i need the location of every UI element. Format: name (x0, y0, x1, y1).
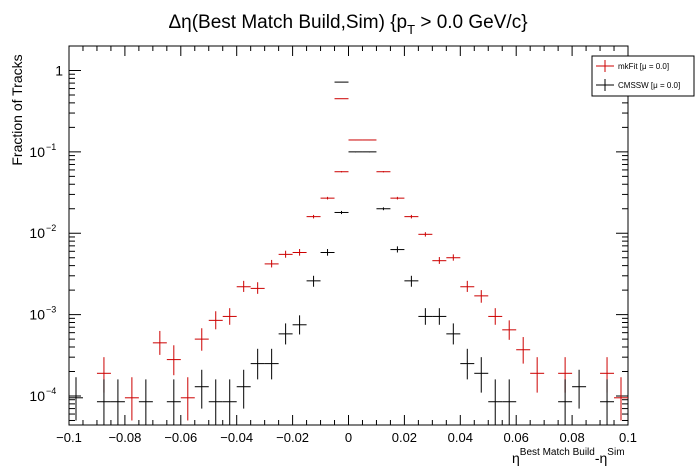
data-point (362, 151, 377, 153)
data-point (194, 369, 209, 409)
y-tick-exponent: −3 (46, 305, 56, 315)
data-point (236, 280, 251, 292)
data-point (460, 280, 475, 292)
data-point (236, 369, 251, 409)
y-tick-label: 10 (29, 144, 45, 160)
x-tick-label: −0.04 (220, 430, 253, 445)
data-point (446, 323, 461, 345)
data-point (516, 337, 531, 364)
legend-marker-cmssw (596, 79, 614, 91)
data-point (418, 232, 433, 237)
data-point (152, 330, 167, 355)
data-point (614, 377, 628, 421)
data-marks (69, 81, 628, 425)
data-point (404, 275, 419, 287)
data-point (530, 357, 545, 393)
data-point (446, 254, 461, 261)
x-tick-labels: −0.1 −0.08 −0.06 −0.04 −0.02 0 0.02 0.04 0.06 0.0… (56, 430, 637, 445)
y-tick-exponent: −4 (46, 386, 56, 396)
data-point (376, 171, 391, 173)
data-point (208, 379, 223, 425)
y-tick-exponent: −2 (46, 223, 56, 233)
data-point (376, 207, 391, 211)
data-point (600, 379, 615, 425)
data-point (124, 377, 139, 421)
x-tick-label: 0 (345, 430, 352, 445)
data-point (488, 379, 503, 425)
legend-label-cmssw: CMSSW [μ = 0.0] (618, 81, 680, 90)
data-point (278, 323, 293, 345)
data-point (460, 348, 475, 380)
data-point (250, 282, 265, 294)
data-point (166, 379, 181, 425)
x-tick-label: −0.1 (56, 430, 82, 445)
data-point (474, 290, 489, 303)
x-tick-label: −0.08 (108, 430, 141, 445)
x-tick-label: 0.02 (392, 430, 417, 445)
data-point (208, 311, 223, 330)
series-mkfit (96, 98, 628, 421)
data-point (502, 379, 517, 425)
data-point (348, 151, 363, 153)
legend: mkFit [μ = 0.0] CMSSW [μ = 0.0] (591, 55, 695, 97)
y-tick-label: 10 (29, 388, 45, 404)
data-point (362, 139, 377, 141)
data-point (138, 379, 153, 425)
data-point (306, 214, 321, 219)
data-point (278, 250, 293, 258)
data-point (194, 328, 209, 351)
data-point (250, 348, 265, 380)
legend-label-mkfit: mkFit [μ = 0.0] (618, 62, 669, 71)
data-point (264, 348, 279, 380)
data-point (404, 214, 419, 219)
data-point (292, 249, 307, 256)
x-tick-label: 0.08 (559, 430, 584, 445)
data-point (264, 259, 279, 268)
data-point (334, 171, 349, 173)
data-point (69, 377, 83, 421)
x-tick-label: 0.06 (504, 430, 529, 445)
data-point (488, 308, 503, 325)
data-point (390, 246, 405, 253)
y-tick-label: 1 (55, 62, 63, 78)
chart-title: Δη(Best Match Build,Sim) {pT > 0.0 GeV/c… (168, 12, 527, 37)
data-point (180, 377, 195, 421)
data-point (418, 308, 433, 325)
data-point (222, 308, 237, 325)
x-tick-label: 0.1 (619, 430, 637, 445)
y-tick-labels: 10 −410 −310 −210 −11 (29, 62, 63, 403)
legend-marker-mkfit (596, 60, 614, 72)
axis-ticks (68, 45, 629, 425)
data-point (334, 210, 349, 215)
x-tick-label: 0.04 (448, 430, 473, 445)
x-tick-label: −0.02 (276, 430, 309, 445)
y-axis-label: Fraction of Tracks (9, 54, 25, 165)
y-tick-exponent: −1 (46, 142, 56, 152)
data-point (572, 369, 587, 409)
data-point (320, 249, 335, 256)
data-point (110, 379, 125, 425)
plot-frame (68, 45, 629, 426)
data-point (474, 357, 489, 393)
data-point (292, 315, 307, 335)
data-point (502, 320, 517, 340)
y-tick-label: 10 (29, 307, 45, 323)
data-point (306, 275, 321, 287)
legend-box (591, 55, 695, 97)
data-point (320, 196, 335, 200)
data-point (348, 139, 363, 141)
y-tick-label: 10 (29, 225, 45, 241)
data-point (390, 196, 405, 200)
series-cmssw (69, 81, 615, 425)
data-point (432, 308, 447, 325)
x-tick-label: −0.06 (164, 430, 197, 445)
data-point (222, 379, 237, 425)
data-point (432, 257, 447, 264)
data-point (96, 379, 111, 425)
data-point (166, 345, 181, 376)
x-axis-label: ηBest Match Build-ηSim (512, 447, 625, 466)
data-point (558, 379, 573, 425)
